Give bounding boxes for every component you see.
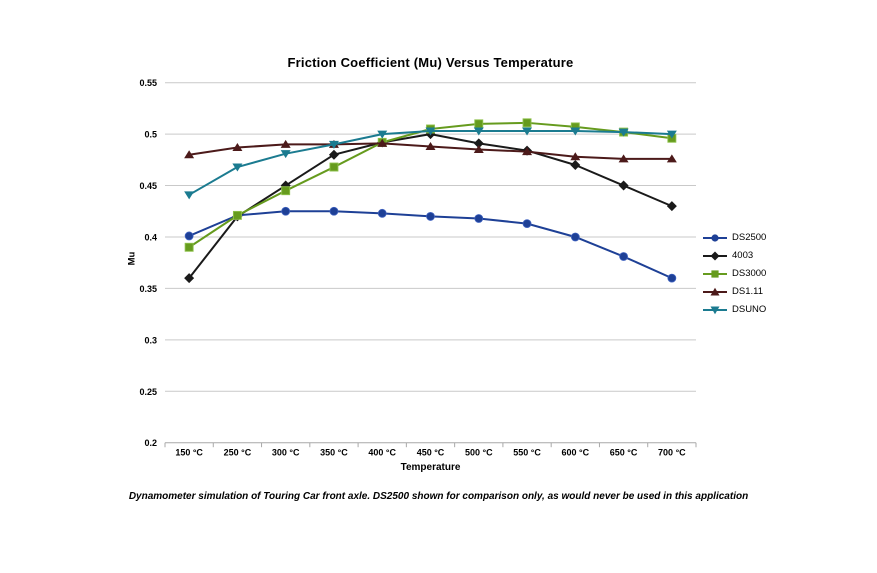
data-point-diamond-icon (328, 149, 339, 160)
legend-label: DS2500 (732, 232, 767, 243)
y-tick-label: 0.35 (139, 284, 157, 294)
legend-diamond-icon (703, 251, 727, 260)
chart-caption: Dynamometer simulation of Touring Car fr… (128, 491, 749, 502)
data-point-square-icon (522, 118, 532, 128)
x-tick-label: 150 °C (175, 448, 203, 458)
data-point-circle-icon (619, 252, 628, 261)
x-tick-label: 600 °C (562, 448, 590, 458)
data-point-triangle-down-icon (328, 140, 339, 149)
y-tick-label: 0.45 (139, 181, 157, 191)
y-axis-title: Mu (126, 251, 138, 266)
legend-item-4003: 4003 (703, 249, 766, 262)
data-point-triangle-up-icon (377, 138, 388, 147)
data-point-triangle-up-icon (425, 141, 436, 150)
data-point-diamond-icon (618, 180, 629, 191)
data-point-diamond-icon (473, 138, 484, 149)
data-point-circle-icon (377, 208, 387, 218)
x-tick-label: 450 °C (417, 448, 445, 458)
y-tick-label: 0.25 (139, 387, 157, 397)
data-point-triangle-up-icon (618, 154, 629, 163)
data-point-triangle-up-icon (522, 147, 533, 156)
legend-item-ds3000: DS3000 (703, 267, 766, 280)
x-tick-label: 250 °C (224, 448, 252, 458)
x-tick-label: 550 °C (513, 448, 541, 458)
y-tick-label: 0.5 (144, 130, 157, 140)
legend-square-icon (703, 269, 727, 278)
data-point-triangle-down-icon (522, 127, 533, 136)
data-point-triangle-up-icon (666, 154, 677, 163)
data-point-triangle-down-icon (570, 127, 581, 136)
y-tick-label: 0.2 (144, 438, 157, 448)
legend-triangle-up-icon (703, 287, 727, 295)
data-point-triangle-up-icon (473, 145, 484, 154)
legend-circle-icon (703, 233, 727, 242)
data-point-triangle-down-icon (473, 127, 484, 136)
data-point-triangle-down-icon (280, 150, 291, 159)
series-line-ds2500 (188, 210, 673, 280)
x-tick-label: 650 °C (610, 448, 638, 458)
data-point-square-icon (329, 162, 339, 172)
data-point-triangle-down-icon (425, 127, 436, 136)
data-point-diamond-icon (666, 201, 677, 212)
legend-marker-triangle-up-icon (710, 287, 720, 295)
series-line-4003 (188, 133, 673, 280)
y-tick-label: 0.55 (139, 78, 157, 88)
data-point-circle-icon (522, 219, 532, 229)
series-line-ds3000 (188, 121, 673, 249)
legend-item-ds1-11: DS1.11 (703, 285, 766, 298)
data-point-circle-icon (474, 214, 484, 223)
data-point-circle-icon (426, 212, 435, 221)
data-point-square-icon (474, 119, 484, 129)
data-point-triangle-down-icon (232, 163, 243, 172)
data-point-circle-icon (329, 206, 339, 216)
data-point-triangle-up-icon (232, 143, 243, 151)
legend-label: DSUNO (732, 304, 767, 315)
data-point-triangle-down-icon (377, 130, 388, 139)
legend-marker-square-icon (711, 269, 719, 278)
legend-marker-circle-icon (711, 233, 719, 242)
legend: DS2500 4003 DS3000 DS1.11 DSUNO (703, 231, 766, 316)
data-point-circle-icon (281, 206, 291, 216)
legend-label: DS3000 (732, 268, 767, 279)
x-tick-label: 400 °C (368, 448, 396, 458)
data-point-square-icon (281, 186, 291, 196)
y-tick-label: 0.4 (144, 232, 157, 242)
data-point-triangle-down-icon (184, 191, 195, 200)
x-tick-label: 350 °C (320, 448, 348, 458)
data-point-circle-icon (570, 232, 580, 242)
x-tick-label: 500 °C (465, 448, 493, 458)
x-axis-title: Temperature (400, 462, 461, 473)
x-tick-label: 300 °C (272, 448, 300, 458)
x-tick-label: 700 °C (658, 448, 686, 458)
data-point-triangle-down-icon (666, 130, 677, 139)
data-point-triangle-up-icon (184, 150, 195, 159)
legend-item-ds2500: DS2500 (703, 231, 766, 244)
data-point-diamond-icon (184, 273, 195, 284)
data-point-triangle-down-icon (618, 128, 629, 137)
legend-label: 4003 (732, 250, 754, 261)
data-point-square-icon (184, 242, 194, 252)
legend-label: DS1.11 (732, 286, 763, 297)
data-point-circle-icon (184, 231, 194, 241)
data-point-triangle-up-icon (280, 139, 291, 148)
legend-marker-diamond-icon (710, 251, 720, 260)
legend-item-dsuno: DSUNO (703, 303, 766, 316)
data-point-diamond-icon (570, 159, 581, 170)
y-tick-label: 0.3 (144, 335, 157, 345)
data-point-triangle-up-icon (570, 152, 581, 161)
data-point-square-icon (232, 210, 242, 220)
legend-triangle-down-icon (703, 306, 727, 314)
chart-title: Friction Coefficient (Mu) Versus Tempera… (287, 55, 574, 70)
data-point-circle-icon (667, 273, 677, 283)
legend-marker-triangle-down-icon (710, 306, 720, 314)
